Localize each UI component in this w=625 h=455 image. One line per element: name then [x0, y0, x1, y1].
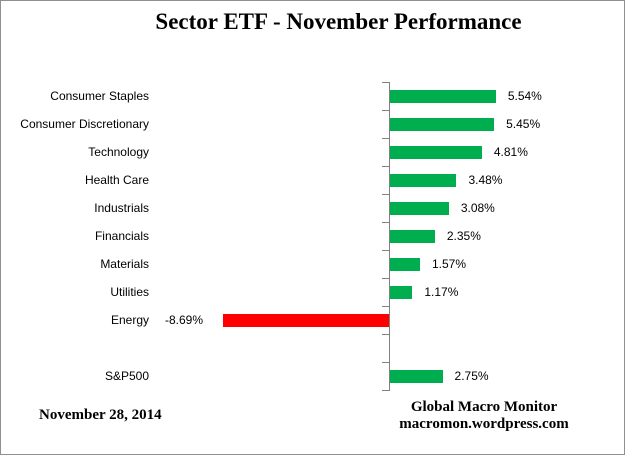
value-label: 2.35% — [446, 229, 481, 243]
value-label: 3.48% — [468, 173, 503, 187]
value-label: 3.08% — [460, 201, 495, 215]
axis-tick — [382, 390, 390, 391]
axis-tick — [382, 362, 390, 363]
bar-energy — [223, 313, 389, 327]
bar-industrials — [390, 201, 449, 215]
axis-tick — [382, 194, 390, 195]
value-axis — [389, 82, 390, 390]
bar-consumer-discretionary — [390, 117, 495, 131]
value-label: -8.69% — [165, 313, 204, 327]
date-label: November 28, 2014 — [39, 407, 162, 423]
category-label: Financials — [94, 229, 149, 243]
bar-materials — [390, 257, 420, 271]
axis-tick — [382, 334, 390, 335]
axis-tick — [382, 166, 390, 167]
axis-tick — [382, 306, 390, 307]
chart-title: Sector ETF - November Performance — [155, 9, 522, 34]
axis-tick — [382, 278, 390, 279]
category-label: Consumer Discretionary — [20, 117, 149, 131]
bar-technology — [390, 145, 482, 159]
source-url: macromon.wordpress.com — [399, 416, 569, 432]
axis-tick — [382, 138, 390, 139]
bar-health-care — [390, 173, 457, 187]
source-name: Global Macro Monitor — [410, 399, 558, 415]
value-label: 4.81% — [493, 145, 528, 159]
bar-utilities — [390, 285, 413, 299]
category-label: Materials — [100, 257, 149, 271]
category-label: Energy — [110, 313, 149, 327]
category-label: S&P500 — [104, 369, 149, 383]
category-label: Consumer Staples — [50, 89, 149, 103]
axis-tick — [382, 250, 390, 251]
value-label: 2.75% — [454, 369, 489, 383]
source-attribution: Global Macro Monitor macromon.wordpress.… — [374, 399, 594, 433]
axis-tick — [382, 222, 390, 223]
bar-s-p500 — [390, 369, 443, 383]
bar-financials — [390, 229, 435, 243]
axis-tick — [382, 110, 390, 111]
bar-consumer-staples — [390, 89, 496, 103]
category-label: Health Care — [84, 173, 149, 187]
value-label: 5.54% — [507, 89, 542, 103]
value-label: 5.45% — [506, 117, 541, 131]
value-label: 1.17% — [424, 285, 459, 299]
category-label: Industrials — [94, 201, 149, 215]
axis-tick — [382, 82, 390, 83]
category-label: Utilities — [110, 285, 149, 299]
category-label: Technology — [88, 145, 149, 159]
value-label: 1.57% — [431, 257, 467, 271]
